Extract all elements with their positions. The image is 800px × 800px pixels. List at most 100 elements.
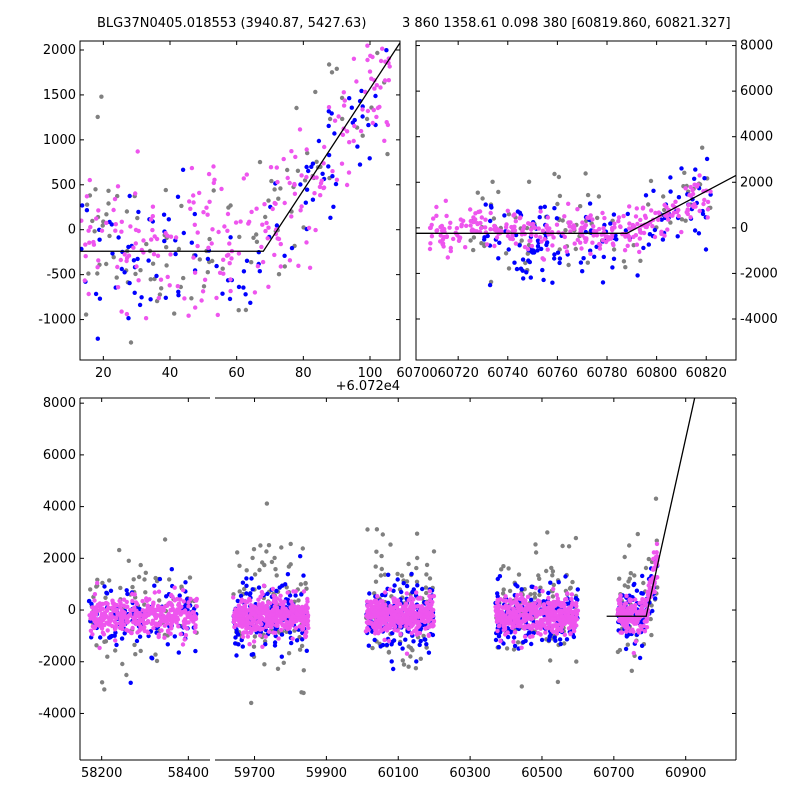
data-point-blue bbox=[542, 204, 547, 209]
data-point-magenta bbox=[265, 619, 271, 624]
data-point-blue bbox=[679, 166, 684, 171]
data-point-magenta bbox=[543, 630, 548, 635]
data-point-gray bbox=[286, 651, 292, 656]
data-point-gray bbox=[144, 241, 149, 247]
data-point-magenta bbox=[247, 608, 253, 613]
data-point-magenta bbox=[86, 291, 91, 297]
data-point-blue bbox=[165, 642, 170, 647]
data-point-gray bbox=[379, 566, 384, 572]
data-point-blue bbox=[150, 656, 155, 661]
data-point-magenta bbox=[600, 210, 605, 216]
data-point-magenta bbox=[144, 598, 150, 603]
y-tick-label: -4000 bbox=[740, 312, 778, 327]
data-point-magenta bbox=[302, 609, 308, 614]
data-point-magenta bbox=[597, 246, 603, 251]
data-point-magenta bbox=[283, 606, 288, 611]
data-point-magenta bbox=[108, 618, 114, 623]
data-point-magenta bbox=[516, 618, 521, 623]
data-point-magenta bbox=[566, 220, 571, 225]
data-point-blue bbox=[704, 156, 710, 162]
data-point-magenta bbox=[676, 207, 681, 213]
data-point-gray bbox=[159, 286, 164, 291]
data-point-blue bbox=[127, 280, 132, 286]
data-point-blue bbox=[332, 131, 337, 136]
data-point-gray bbox=[210, 258, 215, 264]
data-point-magenta bbox=[637, 236, 642, 241]
data-point-magenta bbox=[554, 222, 560, 227]
data-point-magenta bbox=[665, 227, 670, 232]
data-point-magenta bbox=[503, 603, 509, 608]
data-point-gray bbox=[263, 214, 268, 220]
data-point-gray bbox=[314, 159, 319, 164]
data-point-magenta bbox=[505, 610, 511, 615]
data-point-magenta bbox=[358, 128, 364, 134]
data-point-magenta bbox=[301, 589, 307, 594]
data-point-magenta bbox=[293, 589, 298, 594]
data-point-magenta bbox=[156, 589, 162, 594]
data-point-gray bbox=[264, 501, 270, 506]
data-point-magenta bbox=[383, 606, 389, 612]
data-point-gray bbox=[506, 566, 511, 571]
data-point-magenta bbox=[569, 596, 574, 602]
data-point-magenta bbox=[90, 632, 95, 637]
data-point-blue bbox=[563, 574, 568, 579]
data-point-blue bbox=[575, 587, 580, 592]
data-point-magenta bbox=[95, 604, 100, 609]
y-tick-label: 2000 bbox=[740, 175, 773, 190]
data-point-blue bbox=[554, 216, 560, 221]
data-point-magenta bbox=[188, 596, 193, 602]
data-point-magenta bbox=[652, 566, 657, 572]
data-point-magenta bbox=[494, 613, 499, 618]
data-point-gray bbox=[105, 654, 110, 659]
data-point-gray bbox=[269, 559, 275, 565]
data-point-magenta bbox=[100, 630, 106, 635]
data-point-magenta bbox=[253, 627, 258, 632]
data-point-magenta bbox=[575, 207, 580, 212]
data-point-gray bbox=[296, 598, 301, 603]
data-point-magenta bbox=[181, 610, 186, 615]
data-point-magenta bbox=[167, 283, 172, 288]
data-point-blue bbox=[529, 641, 534, 647]
data-point-gray bbox=[700, 145, 705, 150]
data-point-blue bbox=[488, 203, 494, 209]
data-point-magenta bbox=[625, 606, 631, 611]
x-tick-label: 58200 bbox=[81, 766, 122, 781]
data-point-blue bbox=[180, 167, 186, 172]
data-point-blue bbox=[320, 171, 325, 176]
data-point-magenta bbox=[548, 606, 554, 611]
data-point-gray bbox=[551, 582, 556, 588]
data-point-magenta bbox=[492, 243, 497, 249]
data-point-blue bbox=[181, 230, 186, 236]
data-point-magenta bbox=[566, 617, 571, 622]
data-point-blue bbox=[176, 293, 181, 298]
data-point-magenta bbox=[273, 201, 278, 206]
data-point-magenta bbox=[281, 603, 286, 608]
data-point-magenta bbox=[511, 607, 516, 612]
data-point-magenta bbox=[527, 616, 532, 621]
data-point-magenta bbox=[416, 620, 421, 626]
data-point-magenta bbox=[259, 616, 265, 622]
y-tick-label: 8000 bbox=[740, 39, 773, 54]
y-tick-label: 6000 bbox=[740, 84, 773, 99]
data-point-magenta bbox=[457, 236, 462, 241]
data-point-magenta bbox=[227, 241, 232, 246]
data-point-blue bbox=[424, 642, 429, 647]
data-point-magenta bbox=[451, 236, 456, 242]
data-point-magenta bbox=[117, 598, 122, 604]
data-point-magenta bbox=[282, 200, 287, 206]
data-point-magenta bbox=[500, 612, 505, 618]
data-point-blue bbox=[415, 583, 420, 588]
data-point-blue bbox=[529, 584, 534, 589]
data-point-gray bbox=[683, 218, 688, 223]
data-point-magenta bbox=[544, 225, 549, 230]
data-point-blue bbox=[553, 638, 558, 643]
data-point-magenta bbox=[221, 271, 226, 276]
data-point-blue bbox=[357, 162, 363, 167]
data-point-magenta bbox=[427, 589, 432, 594]
data-point-gray bbox=[388, 542, 393, 547]
data-point-blue bbox=[328, 215, 333, 220]
data-point-blue bbox=[610, 265, 615, 270]
data-point-magenta bbox=[549, 612, 554, 617]
data-point-magenta bbox=[431, 593, 437, 599]
data-point-magenta bbox=[588, 251, 593, 256]
